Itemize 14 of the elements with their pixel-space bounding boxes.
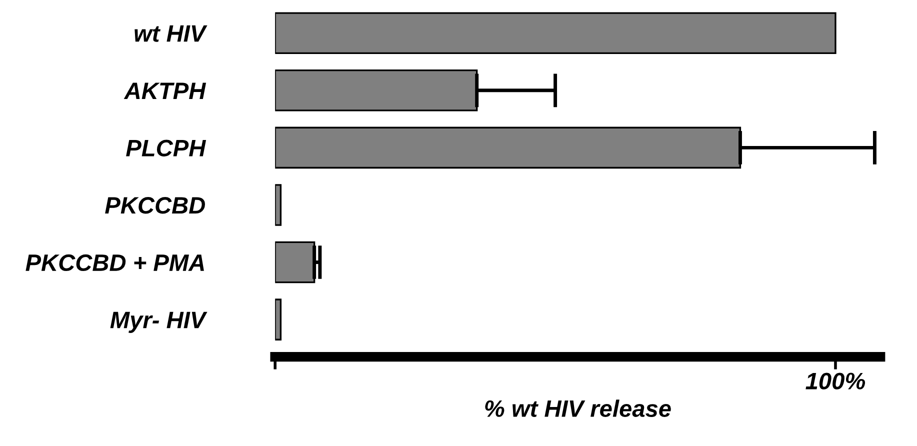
- x-tick-label: 100%: [806, 372, 866, 390]
- y-tick-label: Myr- HIV: [110, 312, 208, 334]
- bar: [275, 298, 282, 340]
- bar: [275, 126, 742, 169]
- y-tick-label: PLCPH: [126, 140, 206, 156]
- bar: [275, 241, 316, 284]
- bar: [275, 70, 478, 112]
- x-axis-title: % wt HIV release: [485, 400, 671, 417]
- y-tick-label: PKCCBD: [105, 197, 205, 214]
- y-tick-label: PKCCBD + PMA: [26, 254, 204, 272]
- y-tick-label: AKTPH: [124, 82, 206, 99]
- y-tick-label: wt HIV: [134, 25, 208, 42]
- bar: [275, 12, 836, 54]
- bar: [275, 184, 282, 226]
